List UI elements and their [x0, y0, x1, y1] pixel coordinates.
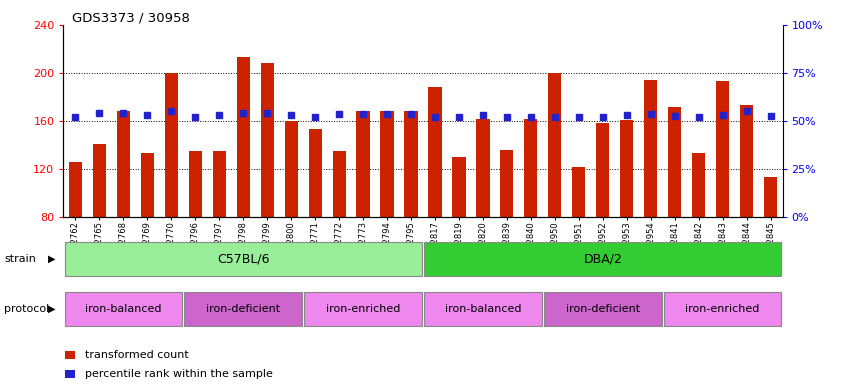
Bar	[117, 111, 130, 217]
Text: iron-deficient: iron-deficient	[206, 304, 280, 314]
Text: iron-balanced: iron-balanced	[445, 304, 521, 314]
Bar	[189, 151, 202, 217]
Bar	[356, 111, 370, 217]
FancyBboxPatch shape	[664, 292, 782, 326]
Bar	[620, 120, 634, 217]
Text: ▶: ▶	[48, 254, 56, 264]
Bar	[596, 123, 609, 217]
Bar	[476, 119, 490, 217]
Bar	[284, 121, 298, 217]
FancyBboxPatch shape	[424, 242, 782, 276]
Bar	[237, 57, 250, 217]
FancyBboxPatch shape	[64, 292, 182, 326]
Bar	[212, 151, 226, 217]
FancyBboxPatch shape	[64, 242, 422, 276]
Text: iron-enriched: iron-enriched	[326, 304, 400, 314]
Bar	[525, 119, 537, 217]
Bar	[381, 111, 393, 217]
Bar	[692, 153, 706, 217]
Bar	[261, 63, 274, 217]
Text: iron-enriched: iron-enriched	[685, 304, 760, 314]
Text: percentile rank within the sample: percentile rank within the sample	[85, 369, 272, 379]
Text: ▶: ▶	[48, 304, 56, 314]
Bar	[644, 80, 657, 217]
Bar	[64, 370, 74, 378]
FancyBboxPatch shape	[184, 292, 302, 326]
FancyBboxPatch shape	[544, 292, 662, 326]
Bar	[572, 167, 585, 217]
Bar	[93, 144, 106, 217]
Bar	[740, 105, 753, 217]
Bar	[64, 351, 74, 359]
Text: GDS3373 / 30958: GDS3373 / 30958	[72, 12, 190, 25]
Bar	[668, 107, 681, 217]
Text: C57BL/6: C57BL/6	[217, 253, 270, 266]
Bar	[309, 129, 321, 217]
Text: iron-deficient: iron-deficient	[566, 304, 640, 314]
Text: strain: strain	[4, 254, 36, 264]
Bar	[716, 81, 729, 217]
Bar	[165, 73, 178, 217]
Bar	[548, 73, 562, 217]
FancyBboxPatch shape	[424, 292, 541, 326]
Bar	[332, 151, 346, 217]
Text: iron-balanced: iron-balanced	[85, 304, 162, 314]
Bar	[428, 88, 442, 217]
Bar	[404, 111, 418, 217]
Bar	[500, 150, 514, 217]
Text: DBA/2: DBA/2	[584, 253, 622, 266]
Text: protocol: protocol	[4, 304, 49, 314]
Bar	[140, 153, 154, 217]
Bar	[764, 177, 777, 217]
Bar	[69, 162, 82, 217]
Text: transformed count: transformed count	[85, 350, 189, 360]
FancyBboxPatch shape	[305, 292, 422, 326]
Bar	[453, 157, 465, 217]
